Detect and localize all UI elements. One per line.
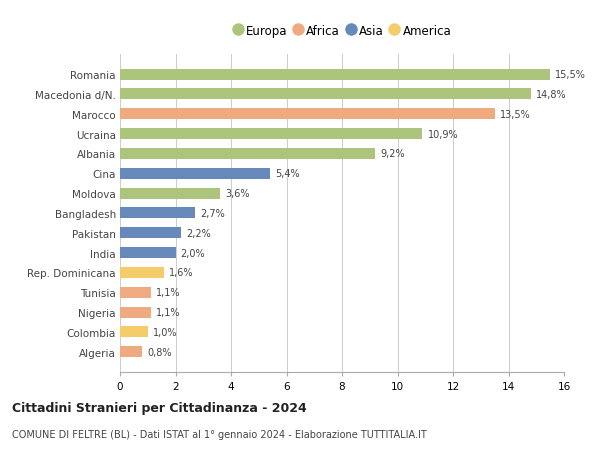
- Text: 9,2%: 9,2%: [380, 149, 405, 159]
- Bar: [120, 247, 176, 258]
- Text: 2,7%: 2,7%: [200, 208, 224, 218]
- Text: 0,8%: 0,8%: [147, 347, 172, 357]
- Text: 15,5%: 15,5%: [555, 70, 586, 80]
- Bar: [120, 347, 142, 358]
- Bar: [120, 89, 531, 100]
- Text: 1,1%: 1,1%: [155, 308, 180, 317]
- Bar: [120, 267, 164, 278]
- Text: 1,6%: 1,6%: [169, 268, 194, 278]
- Text: 1,0%: 1,0%: [153, 327, 177, 337]
- Text: 10,9%: 10,9%: [427, 129, 458, 139]
- Bar: [120, 228, 181, 239]
- Bar: [120, 149, 376, 160]
- Bar: [120, 287, 151, 298]
- Bar: [120, 327, 148, 338]
- Text: 14,8%: 14,8%: [536, 90, 566, 100]
- Bar: [120, 129, 422, 140]
- Bar: [120, 307, 151, 318]
- Bar: [120, 69, 550, 80]
- Text: 5,4%: 5,4%: [275, 169, 299, 179]
- Text: 2,0%: 2,0%: [181, 248, 205, 258]
- Legend: Europa, Africa, Asia, America: Europa, Africa, Asia, America: [228, 20, 456, 42]
- Bar: [120, 109, 494, 120]
- Text: 2,2%: 2,2%: [186, 228, 211, 238]
- Bar: [120, 208, 195, 219]
- Text: 13,5%: 13,5%: [500, 110, 530, 119]
- Text: Cittadini Stranieri per Cittadinanza - 2024: Cittadini Stranieri per Cittadinanza - 2…: [12, 402, 307, 414]
- Bar: [120, 168, 270, 179]
- Text: COMUNE DI FELTRE (BL) - Dati ISTAT al 1° gennaio 2024 - Elaborazione TUTTITALIA.: COMUNE DI FELTRE (BL) - Dati ISTAT al 1°…: [12, 429, 427, 439]
- Text: 1,1%: 1,1%: [155, 288, 180, 297]
- Text: 3,6%: 3,6%: [225, 189, 250, 199]
- Bar: [120, 188, 220, 199]
